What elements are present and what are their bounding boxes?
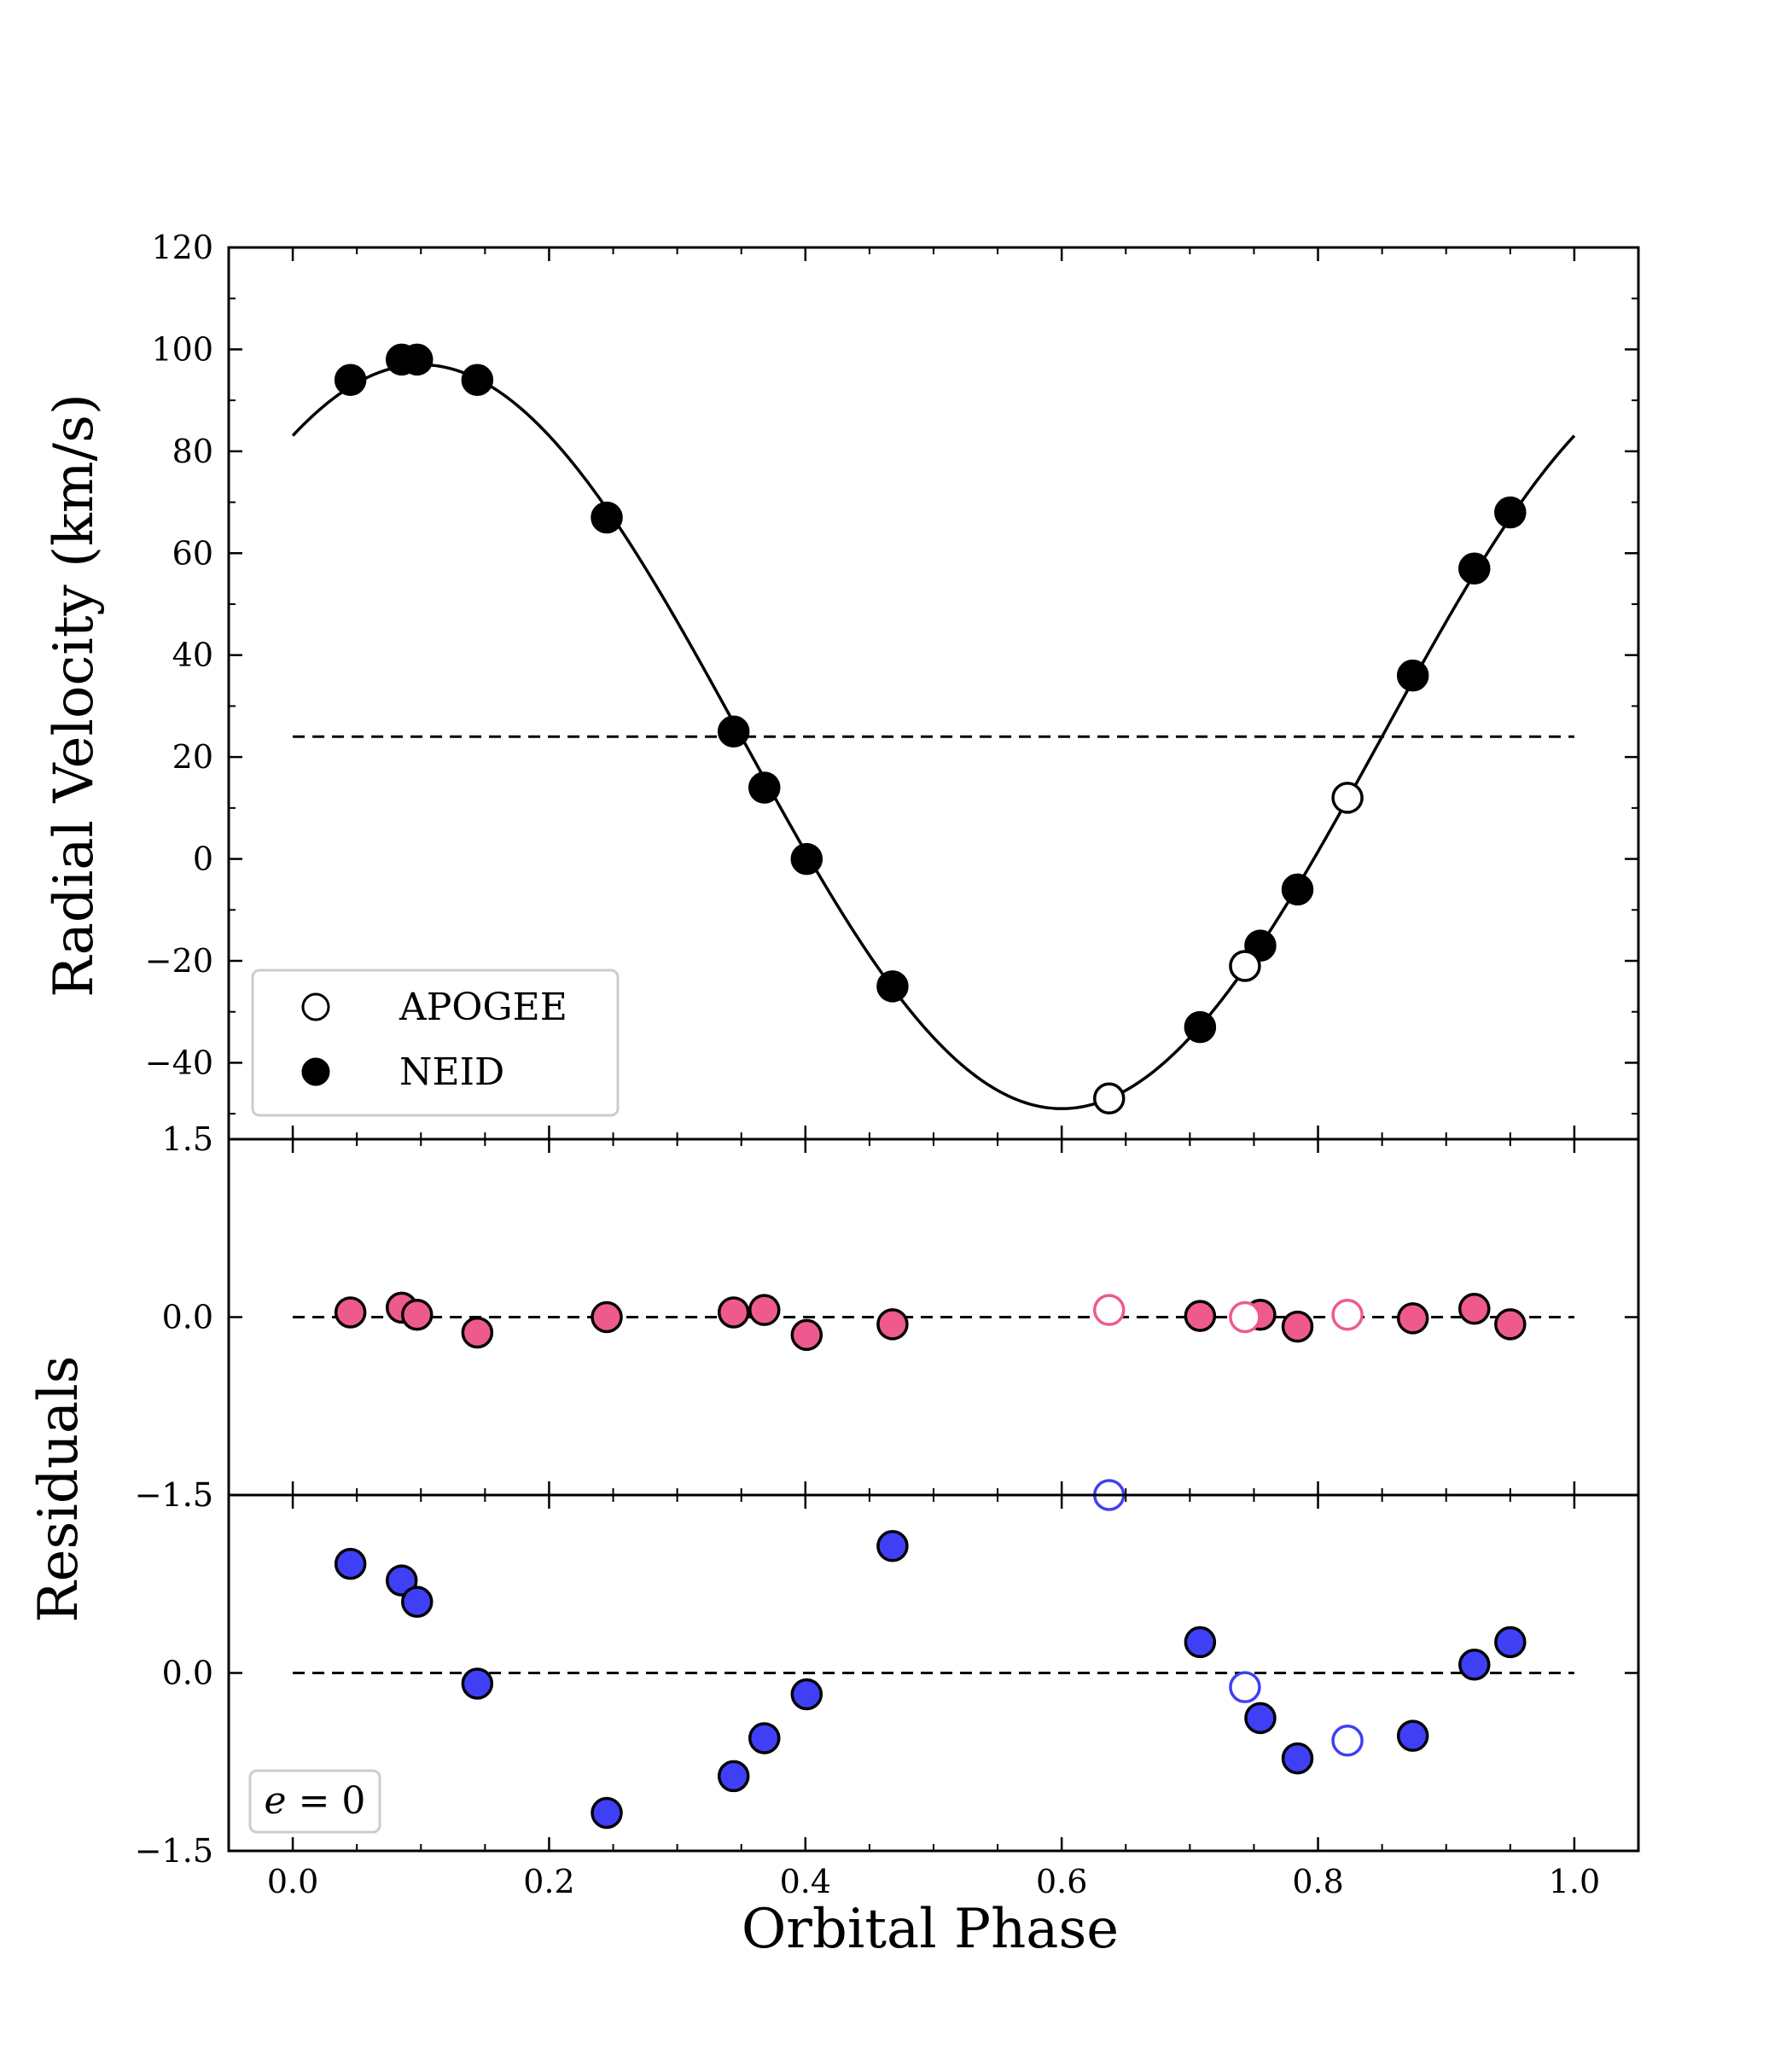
x-axis-title: Orbital Phase xyxy=(742,1898,1119,1961)
y-tick-label: 80 xyxy=(172,433,213,470)
point-neid xyxy=(401,1585,433,1618)
y-tick-label: −20 xyxy=(145,942,213,980)
point-neid xyxy=(1281,1310,1314,1343)
point-neid xyxy=(1184,1626,1217,1659)
point-neid xyxy=(334,1547,367,1580)
point-neid xyxy=(1494,1626,1527,1659)
eccentricity-annotation: e = 0 xyxy=(248,1769,381,1834)
point-neid xyxy=(1396,1719,1429,1752)
legend-label-apogee: APOGEE xyxy=(399,986,567,1029)
y-tick-label: 100 xyxy=(151,330,213,368)
point-apogee xyxy=(1092,1294,1126,1326)
panel-residuals-e0: 0.0 −1.5 −1.5 0.0 0.2 0.4 0.6 0.8 1.0 xyxy=(135,1476,1640,1900)
x-tick-label: 0.0 xyxy=(267,1863,318,1900)
y-tick-label: 0.0 xyxy=(162,1655,213,1692)
point-neid xyxy=(401,1298,433,1331)
point-neid xyxy=(717,715,750,748)
annotation-value: = 0 xyxy=(287,1779,366,1823)
point-apogee xyxy=(1229,950,1261,982)
point-neid xyxy=(790,1678,823,1711)
point-apogee xyxy=(1331,782,1364,814)
y-tick-label: 60 xyxy=(172,534,213,572)
legend-label-neid: NEID xyxy=(399,1050,504,1094)
x-tick-label: 1.0 xyxy=(1549,1863,1600,1900)
point-neid xyxy=(717,1760,750,1793)
point-neid xyxy=(591,501,623,534)
y-tick-label: 20 xyxy=(172,738,213,776)
y-tick-label: 40 xyxy=(172,637,213,674)
y-tick-label-top: −1.5 xyxy=(135,1476,213,1514)
point-neid xyxy=(1458,1293,1491,1325)
annotation-variable: e xyxy=(265,1779,287,1823)
orbit-model-curve xyxy=(291,363,1576,1110)
point-neid xyxy=(461,364,494,397)
point-apogee xyxy=(1229,1300,1261,1334)
point-apogee xyxy=(1229,1671,1261,1703)
x-tick-label: 0.2 xyxy=(523,1863,574,1900)
point-neid xyxy=(790,842,823,876)
annotation-text: e = 0 xyxy=(265,1779,366,1823)
point-neid xyxy=(461,1667,494,1700)
point-neid xyxy=(1184,1300,1217,1332)
point-neid xyxy=(876,970,909,1003)
point-apogee xyxy=(1092,1082,1126,1114)
point-neid xyxy=(1494,1308,1527,1341)
point-neid xyxy=(461,1316,494,1349)
point-neid xyxy=(790,1318,823,1352)
point-neid xyxy=(1244,1702,1277,1735)
y-tick-label: −1.5 xyxy=(135,1476,213,1514)
point-neid xyxy=(1458,552,1491,585)
point-neid xyxy=(748,771,781,804)
x-tick-label: 0.4 xyxy=(780,1863,831,1900)
point-neid xyxy=(334,1296,367,1329)
point-neid xyxy=(748,1294,781,1326)
panel-residuals-circular: 1.5 0.0 −1.5 xyxy=(135,1120,1640,1514)
point-neid xyxy=(748,1722,781,1754)
y-axis-title-residuals: Residuals xyxy=(27,1355,90,1622)
point-neid xyxy=(1281,873,1314,906)
y-tick-label: 1.5 xyxy=(162,1120,213,1158)
point-neid xyxy=(1396,1302,1429,1335)
point-apogee xyxy=(1331,1298,1364,1331)
point-neid xyxy=(876,1530,909,1562)
point-neid xyxy=(1184,1010,1217,1044)
legend-marker-neid xyxy=(301,1057,330,1086)
y-tick-label: −1.5 xyxy=(135,1832,213,1870)
point-neid xyxy=(1396,659,1429,692)
y-axis-title-radial-velocity: Radial Velocity (km/s) xyxy=(43,393,106,998)
point-neid xyxy=(591,1300,623,1334)
point-neid xyxy=(1494,496,1527,529)
y-tick-label: 0 xyxy=(193,841,213,878)
x-tick-label: 0.8 xyxy=(1292,1863,1343,1900)
point-neid xyxy=(876,1308,909,1341)
point-neid xyxy=(717,1296,750,1329)
point-neid xyxy=(401,343,433,376)
legend-marker-apogee xyxy=(301,992,330,1021)
legend-box xyxy=(251,969,620,1117)
y-tick-label: 0.0 xyxy=(162,1299,213,1336)
point-neid xyxy=(385,1564,418,1597)
legend: APOGEE NEID xyxy=(251,969,620,1117)
y-tick-label: 120 xyxy=(151,229,213,266)
point-apogee xyxy=(1331,1724,1364,1757)
axes-frame xyxy=(227,1493,1640,1853)
point-neid xyxy=(591,1796,623,1830)
point-neid xyxy=(1458,1649,1491,1681)
y-tick-label: −40 xyxy=(145,1044,213,1081)
annotation-box xyxy=(248,1769,381,1834)
point-neid xyxy=(1281,1742,1314,1775)
x-tick-label: 0.6 xyxy=(1036,1863,1087,1900)
point-neid xyxy=(334,364,367,397)
